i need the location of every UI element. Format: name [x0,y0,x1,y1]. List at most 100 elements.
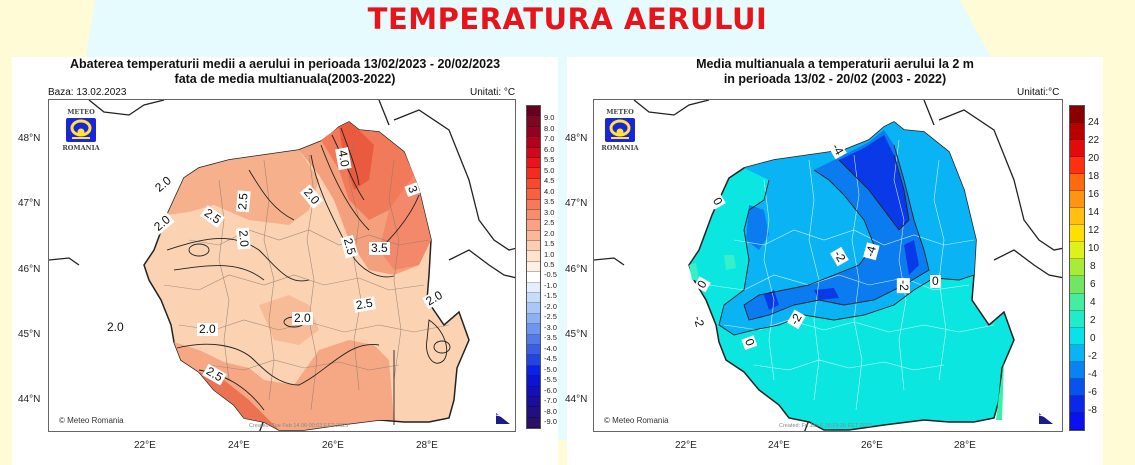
colorbar-tick: 3.0 [544,208,555,217]
lat-label: 46°N [18,264,41,275]
base-date: Baza: 13.02.2023 [48,87,127,98]
colorbar-tick: -4.0 [544,344,557,353]
colorbar-tick: 16 [1088,189,1100,200]
units-label: Unitati: °C [470,87,516,98]
colorbar-tick: 18 [1088,171,1100,182]
colorbar-tick: -1.5 [544,291,557,300]
chart-title-line2: fata de media multianuala(2003-2022) [174,72,396,86]
logo-icon [66,118,96,142]
colorbar-tick: -5.0 [544,365,557,374]
chart-title: Media multianuala a temperaturii aerului… [567,57,1103,87]
colorbar-tick: 5.5 [544,155,555,164]
chart-title-line1: Media multianuala a temperaturii aerului… [696,57,974,71]
colorbar-tick: 1.5 [544,239,555,248]
colorbar-tick: 8 [1090,261,1096,272]
colorbar-tick: 1.0 [544,250,555,259]
units-label: Unitati:°C [1017,87,1060,98]
page-title: TEMPERATURA AERULUI [367,2,768,36]
lat-label: 48°N [18,133,41,144]
colorbar-tick: 22 [1088,135,1100,146]
lat-label: 48°N [565,133,588,144]
contour-label: 2.0 [105,320,126,334]
lon-label: 26°E [322,440,344,451]
colorbar-tick: -4.5 [544,354,557,363]
colorbar-tick: 14 [1088,207,1100,218]
colorbar-tick: -2 [1088,351,1097,362]
colorbar-tick: 0 [1090,333,1096,344]
lon-label: 24°E [228,440,250,451]
colorbar-tick: 6.0 [544,145,555,154]
colorbar-tick: -1.0 [544,281,557,290]
lat-label: 45°N [18,329,41,340]
lon-label: 28°E [416,440,438,451]
contour-label: 2.0 [292,311,313,325]
ncar-logo-icon [496,413,510,424]
colorbar-tick: -2.0 [544,302,557,311]
logo-text-top: METEO [67,108,95,116]
lon-label: 22°E [134,440,156,451]
colorbar-tick: -3.0 [544,323,557,332]
lon-label: 22°E [675,440,697,451]
copyright: © Meteo Romania [59,416,124,425]
colorbar-tick: -2.5 [544,312,557,321]
colorbar-tick: 4.0 [544,187,555,196]
colorbar-tick: -8.0 [544,407,557,416]
chart-title: Abaterea temperaturii medii a aerului in… [12,57,558,87]
colorbar-tick: 24 [1088,117,1100,128]
colorbar-tick: 20 [1088,153,1100,164]
contour-label: -2 [896,278,911,293]
colorbar-tick: -8 [1088,405,1097,416]
lat-label: 44°N [565,394,588,405]
colorbar-tick: 7.0 [544,134,555,143]
meteo-romania-logo: METEO ROMANIA [600,108,640,152]
contour-label: 3.5 [369,241,390,255]
colorbar-tick: 8.0 [544,124,555,133]
copyright: © Meteo Romania [604,416,669,425]
colorbar-tick: -5.5 [544,375,557,384]
colorbar-tick: 4.5 [544,176,555,185]
colorbar-tick: 4 [1090,297,1096,308]
chart-title-line1: Abaterea temperaturii medii a aerului in… [69,57,501,71]
lat-label: 44°N [18,394,41,405]
colorbar-tick: 0.5 [544,260,555,269]
map-area: -4 0 -2 -4 0 -2 0 -2 -2 0 METEO ROMANIA … [593,99,1063,432]
lon-label: 24°E [768,440,790,451]
colorbar-tick: 5.0 [544,166,555,175]
created-timestamp: Created: Fri Jan 6 16:19:20 EET 2023 [779,423,872,429]
ncar-logo-icon [1039,413,1053,424]
map-area: 4.0 3 2.0 2.0 2.5 2.5 2.0 2.0 2.5 3.5 2.… [48,99,516,432]
colorbar-tick: -4 [1088,369,1097,380]
lat-label: 47°N [565,198,588,209]
colorbar-tick: -6.0 [544,386,557,395]
logo-text-top: METEO [606,108,634,116]
created-timestamp: Created: Tue Feb 14 06:00:03 EET 2023 [249,423,349,429]
colorbar-tick: 2.0 [544,229,555,238]
lon-label: 26°E [861,440,883,451]
colorbar [1069,105,1085,431]
colorbar-tick: 2 [1090,315,1096,326]
contour-label: 2.5 [235,190,251,213]
colorbar-tick: -0.5 [544,270,557,279]
logo-text-bottom: ROMANIA [601,144,639,152]
logo-icon [605,118,635,142]
contour-label: 2.0 [235,227,252,250]
colorbar-tick: 3.5 [544,197,555,206]
colorbar-tick: 12 [1088,225,1100,236]
lat-label: 45°N [565,329,588,340]
logo-text-bottom: ROMANIA [62,144,100,152]
contour-label: 4.0 [335,147,353,170]
contour-label: 2.0 [197,322,218,336]
colorbar-tick: -9.0 [544,417,557,426]
contour-label: 0 [930,274,941,288]
colorbar-tick: 10 [1088,243,1100,254]
colorbar-tick: -6 [1088,387,1097,398]
colorbar-tick: -7.0 [544,396,557,405]
colorbar [526,105,541,429]
colorbar-tick: 6 [1090,279,1096,290]
lon-label: 28°E [954,440,976,451]
anomaly-chart-panel: Abaterea temperaturii medii a aerului in… [12,57,558,465]
colorbar-tick: -3.5 [544,333,557,342]
meteo-romania-logo: METEO ROMANIA [61,108,101,152]
colorbar-tick: 2.5 [544,218,555,227]
climatology-chart-panel: Media multianuala a temperaturii aerului… [565,57,1103,465]
